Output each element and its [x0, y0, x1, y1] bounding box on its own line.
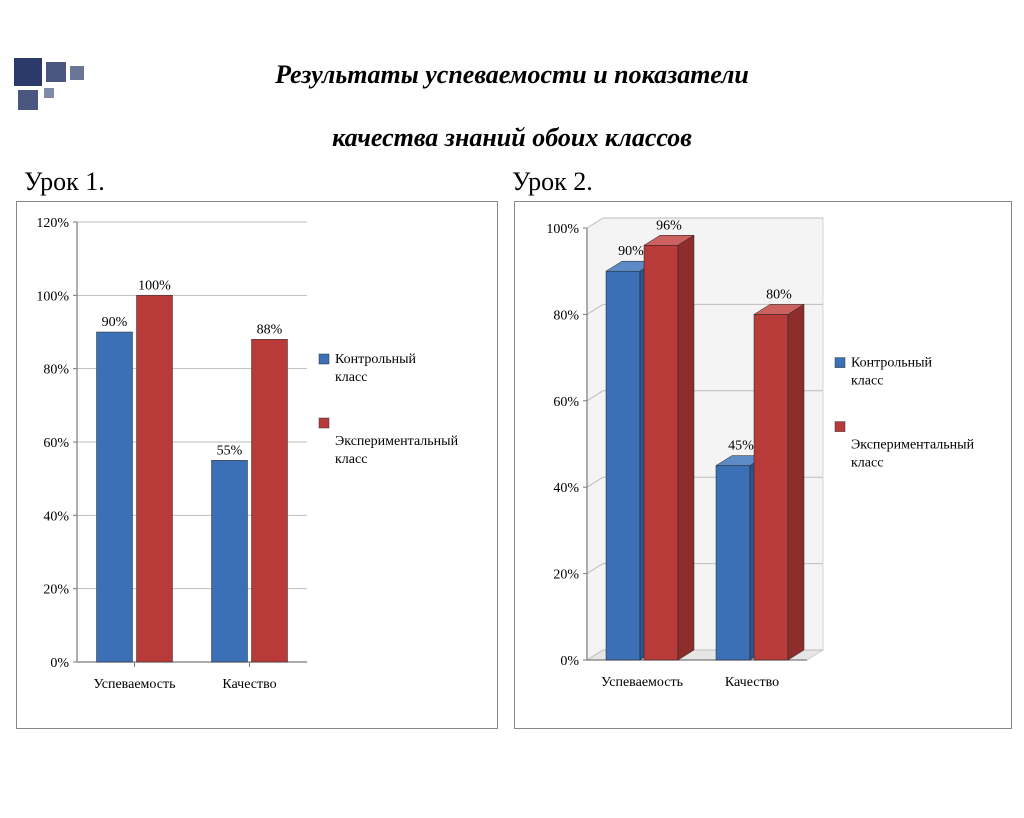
- svg-text:класс: класс: [851, 455, 883, 470]
- svg-text:Экспериментальный: Экспериментальный: [335, 434, 459, 449]
- svg-text:20%: 20%: [553, 567, 579, 582]
- title-line2: качества знаний обоих классов: [0, 113, 1024, 162]
- svg-text:55%: 55%: [217, 443, 243, 458]
- svg-text:класс: класс: [335, 452, 367, 467]
- page-title: Результаты успеваемости и показатели кач…: [0, 50, 1024, 163]
- svg-text:40%: 40%: [43, 509, 69, 524]
- svg-text:90%: 90%: [618, 244, 644, 259]
- svg-text:60%: 60%: [553, 395, 579, 410]
- chart1: 0% 20% 40% 60% 80% 100% 120% 90% 100% Успеваемост…: [17, 202, 497, 728]
- subtitle-lesson2: Урок 2.: [512, 167, 1004, 197]
- title-line1: Результаты успеваемости и показатели: [275, 60, 749, 89]
- svg-text:60%: 60%: [43, 436, 69, 451]
- svg-text:100%: 100%: [138, 278, 171, 293]
- svg-text:100%: 100%: [36, 289, 69, 304]
- svg-text:Качество: Качество: [222, 677, 276, 692]
- chart2-box: 0% 20% 40% 60% 80% 100% 90% 96% Успеваемость 45% 8…: [514, 201, 1012, 729]
- svg-text:80%: 80%: [43, 362, 69, 377]
- subtitles: Урок 1. Урок 2.: [0, 167, 1024, 197]
- svg-text:40%: 40%: [553, 481, 579, 496]
- svg-text:класс: класс: [851, 373, 883, 388]
- svg-text:100%: 100%: [546, 222, 579, 237]
- svg-text:120%: 120%: [36, 216, 69, 231]
- svg-text:96%: 96%: [656, 218, 682, 233]
- svg-text:класс: класс: [335, 370, 367, 385]
- svg-text:88%: 88%: [257, 322, 283, 337]
- svg-text:80%: 80%: [553, 308, 579, 323]
- svg-text:Экспериментальный: Экспериментальный: [851, 437, 975, 452]
- svg-text:0%: 0%: [560, 654, 579, 669]
- svg-text:20%: 20%: [43, 582, 69, 597]
- chart1-box: 0% 20% 40% 60% 80% 100% 120% 90% 100% Успеваемост…: [16, 201, 498, 729]
- svg-text:45%: 45%: [728, 438, 754, 453]
- svg-text:Контрольный: Контрольный: [851, 355, 933, 370]
- svg-text:Успеваемость: Успеваемость: [94, 677, 176, 692]
- svg-text:Качество: Качество: [725, 675, 779, 690]
- svg-text:Контрольный: Контрольный: [335, 352, 417, 367]
- svg-text:80%: 80%: [766, 287, 792, 302]
- svg-text:90%: 90%: [102, 315, 128, 330]
- chart2: 0% 20% 40% 60% 80% 100% 90% 96% Успеваемость 45% 8…: [515, 202, 1011, 728]
- svg-text:Успеваемость: Успеваемость: [601, 675, 683, 690]
- svg-text:0%: 0%: [50, 656, 69, 671]
- subtitle-lesson1: Урок 1.: [20, 167, 512, 197]
